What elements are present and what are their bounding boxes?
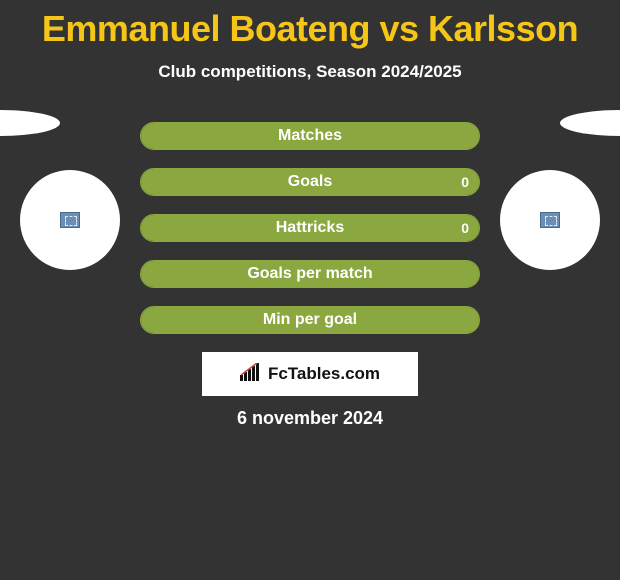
- player-right-name-ellipse: [560, 110, 620, 136]
- stat-bar: Min per goal: [140, 306, 480, 334]
- stat-bars: MatchesGoals0Hattricks0Goals per matchMi…: [140, 122, 480, 352]
- placeholder-badge-icon: [540, 212, 560, 228]
- comparison-area: MatchesGoals0Hattricks0Goals per matchMi…: [0, 110, 620, 350]
- stat-bar-label: Goals per match: [141, 261, 479, 287]
- brand-box: FcTables.com: [202, 352, 418, 396]
- stat-bar-label: Goals: [141, 169, 479, 195]
- brand-name: FcTables.com: [268, 364, 380, 384]
- stat-bar: Goals per match: [140, 260, 480, 288]
- stat-right-value: 0: [461, 169, 469, 195]
- stat-bar: Matches: [140, 122, 480, 150]
- placeholder-badge-icon: [60, 212, 80, 228]
- player-left-name-ellipse: [0, 110, 60, 136]
- stat-bar: Goals0: [140, 168, 480, 196]
- bar-chart-icon: [240, 363, 262, 386]
- page-subtitle: Club competitions, Season 2024/2025: [0, 62, 620, 82]
- player-right-avatar: [500, 170, 600, 270]
- stat-bar-label: Hattricks: [141, 215, 479, 241]
- stat-bar: Hattricks0: [140, 214, 480, 242]
- page-title: Emmanuel Boateng vs Karlsson: [0, 0, 620, 50]
- player-left-avatar: [20, 170, 120, 270]
- footer-date: 6 november 2024: [0, 408, 620, 429]
- stat-bar-label: Matches: [141, 123, 479, 149]
- stat-bar-label: Min per goal: [141, 307, 479, 333]
- stat-right-value: 0: [461, 215, 469, 241]
